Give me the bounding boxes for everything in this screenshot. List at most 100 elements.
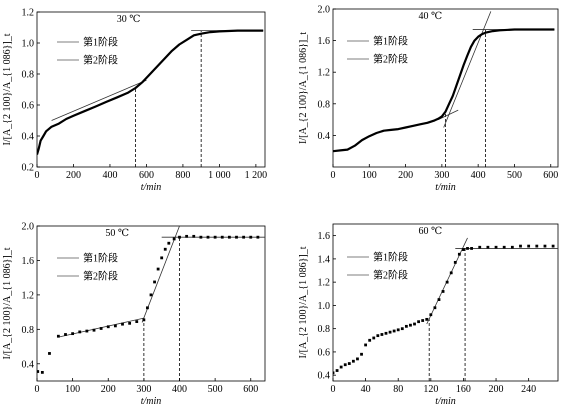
x-tick-label: 600 bbox=[139, 170, 154, 181]
data-series-curve bbox=[37, 29, 264, 155]
data-point bbox=[368, 338, 372, 342]
data-point bbox=[462, 248, 465, 251]
y-tick-label: 0.4 bbox=[318, 131, 331, 142]
fit-line bbox=[443, 11, 492, 128]
data-point bbox=[235, 235, 238, 239]
data-point bbox=[64, 333, 67, 336]
panel-40c: 0 100 200 300 400 500 600 0.4 0.8 1.2 1.6 2.0 t/min I… bbox=[298, 5, 559, 193]
legend-entry: 第1阶段 bbox=[83, 36, 118, 49]
data-point bbox=[543, 244, 547, 248]
x-tick-label: 200 bbox=[101, 384, 116, 395]
x-tick-label: 100 bbox=[362, 170, 377, 181]
x-tick-label: 600 bbox=[543, 170, 558, 181]
y-tick-label: 1.2 bbox=[22, 8, 35, 19]
data-point bbox=[172, 237, 176, 241]
y-tick-label: 0.6 bbox=[22, 101, 35, 112]
data-point bbox=[85, 329, 89, 333]
legend-entry: 第1阶段 bbox=[83, 252, 118, 265]
x-tick-label: 40 bbox=[361, 384, 371, 395]
data-point bbox=[478, 245, 482, 249]
data-point bbox=[466, 247, 469, 250]
plot-frame bbox=[36, 225, 266, 382]
x-tick-label: 1 000 bbox=[208, 170, 231, 181]
data-point bbox=[347, 362, 351, 365]
y-tick-label: 1.6 bbox=[22, 256, 35, 267]
y-tick-label: 1.0 bbox=[318, 301, 331, 312]
data-point bbox=[388, 330, 392, 334]
y-tick-label: 1.6 bbox=[318, 231, 331, 242]
data-point bbox=[48, 352, 51, 355]
panel-title: 60 ℃ bbox=[419, 226, 443, 237]
data-point bbox=[425, 317, 429, 321]
data-point bbox=[457, 252, 461, 256]
data-point bbox=[409, 323, 412, 327]
data-point bbox=[400, 327, 404, 331]
x-tick-label: 300 bbox=[136, 384, 151, 395]
panel-title: 50 ℃ bbox=[105, 228, 129, 239]
y-tick-label: 0.8 bbox=[318, 99, 331, 110]
data-point bbox=[510, 245, 514, 249]
y-axis-label: I/[A_{2 100}/A_{1 086}]_t bbox=[298, 246, 309, 358]
x-tick-label: 300 bbox=[434, 170, 449, 181]
data-point bbox=[113, 324, 117, 328]
y-tick-label: 0.6 bbox=[318, 347, 331, 358]
legend-entry: 第1阶段 bbox=[373, 35, 408, 48]
data-point bbox=[153, 280, 156, 284]
x-tick-label: 240 bbox=[521, 384, 536, 395]
y-tick-label: 0.4 bbox=[318, 371, 331, 382]
data-point bbox=[56, 334, 60, 338]
data-point bbox=[360, 352, 363, 356]
y-tick-label: 0.4 bbox=[22, 132, 35, 143]
data-point bbox=[494, 245, 498, 249]
data-point bbox=[486, 245, 490, 249]
y-tick-label: 1.2 bbox=[318, 278, 331, 289]
y-tick-label: 0.2 bbox=[22, 163, 35, 174]
data-point bbox=[392, 329, 396, 333]
data-point bbox=[376, 334, 380, 338]
data-point bbox=[441, 290, 445, 293]
data-point bbox=[396, 328, 400, 332]
fit-line bbox=[141, 226, 180, 323]
data-point bbox=[242, 235, 246, 239]
panel-30c: 0 200 400 600 800 1 000 1 200 0.2 0.4 0.6 0.8 1.0 1.… bbox=[2, 8, 267, 194]
data-point bbox=[37, 370, 40, 373]
data-point bbox=[339, 365, 343, 369]
x-tick-label: 500 bbox=[208, 384, 223, 395]
legend-entry: 第1阶段 bbox=[373, 251, 408, 264]
y-axis-label: I/[A_{2 100}/A_{1 086}]_t bbox=[2, 247, 13, 359]
data-point bbox=[351, 359, 355, 363]
y-tick-label: 1.2 bbox=[22, 290, 35, 301]
y-axis-label: I/[A_{2 100}/A_{1 086}]_t bbox=[2, 33, 13, 145]
x-tick-label: 160 bbox=[456, 384, 471, 395]
plot-frame bbox=[332, 8, 559, 168]
panel-title: 30 ℃ bbox=[117, 14, 141, 25]
data-point bbox=[249, 235, 253, 239]
data-point bbox=[449, 271, 453, 275]
data-point bbox=[343, 363, 347, 367]
data-point bbox=[356, 357, 359, 361]
data-layer bbox=[37, 226, 265, 381]
data-point bbox=[220, 235, 224, 239]
data-point bbox=[99, 327, 103, 330]
x-axis-label: t/min bbox=[435, 182, 456, 193]
x-tick-label: 600 bbox=[243, 384, 258, 395]
legend-entry: 第2阶段 bbox=[373, 53, 408, 66]
x-tick-label: 0 bbox=[331, 384, 336, 395]
y-tick-label: 1.0 bbox=[22, 39, 35, 50]
x-tick-label: 200 bbox=[398, 170, 413, 181]
data-point bbox=[149, 293, 153, 297]
y-tick-label: 0.4 bbox=[22, 359, 35, 370]
data-point bbox=[519, 244, 522, 248]
x-tick-label: 0 bbox=[35, 170, 40, 181]
plot-frame bbox=[332, 223, 559, 382]
x-tick-label: 80 bbox=[393, 384, 403, 395]
data-point bbox=[185, 234, 189, 238]
legend-entry: 第2阶段 bbox=[83, 54, 118, 67]
x-axis-label: t/min bbox=[435, 396, 456, 407]
panel-50c: 0 100 200 300 400 500 600 0.4 0.8 1.2 1.6 2.0 t/min I… bbox=[2, 222, 266, 407]
data-point bbox=[413, 322, 416, 326]
x-axis-label: t/min bbox=[141, 182, 162, 193]
data-point bbox=[470, 247, 473, 250]
data-point bbox=[372, 336, 376, 340]
